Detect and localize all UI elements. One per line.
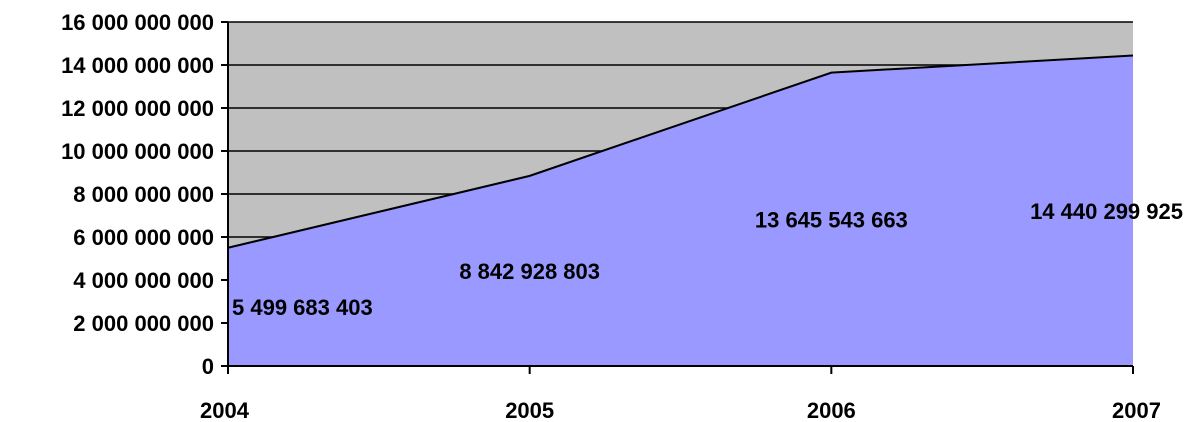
y-tick-label: 12 000 000 000: [61, 96, 214, 121]
y-axis-ticks: 0 2 000 000 000 4 000 000 000 6 000 000 000…: [61, 10, 228, 379]
y-tick-label: 8 000 000 000: [73, 182, 214, 207]
x-axis-ticks: 2004 2005 2006 2007: [200, 366, 1161, 422]
data-label: 8 842 928 803: [459, 259, 600, 284]
area-series-line: [227, 54, 1134, 249]
y-tick-label: 16 000 000 000: [61, 10, 214, 35]
x-tick-label: 2007: [1112, 398, 1161, 422]
y-tick-label: 6 000 000 000: [73, 225, 214, 250]
x-tick-label: 2005: [505, 398, 554, 422]
data-label: 5 499 683 403: [232, 295, 373, 320]
x-tick-label: 2006: [807, 398, 856, 422]
data-label: 14 440 299 925: [1030, 199, 1183, 224]
y-tick-label: 10 000 000 000: [61, 139, 214, 164]
area-series-fill: [228, 55, 1133, 367]
data-label: 13 645 543 663: [755, 207, 908, 232]
data-labels: 5 499 683 403 8 842 928 803 13 645 543 663…: [232, 199, 1183, 320]
y-tick-label: 0: [202, 354, 214, 379]
y-tick-label: 2 000 000 000: [73, 311, 214, 336]
y-tick-label: 14 000 000 000: [61, 53, 214, 78]
y-tick-label: 4 000 000 000: [73, 268, 214, 293]
x-tick-label: 2004: [200, 398, 250, 422]
